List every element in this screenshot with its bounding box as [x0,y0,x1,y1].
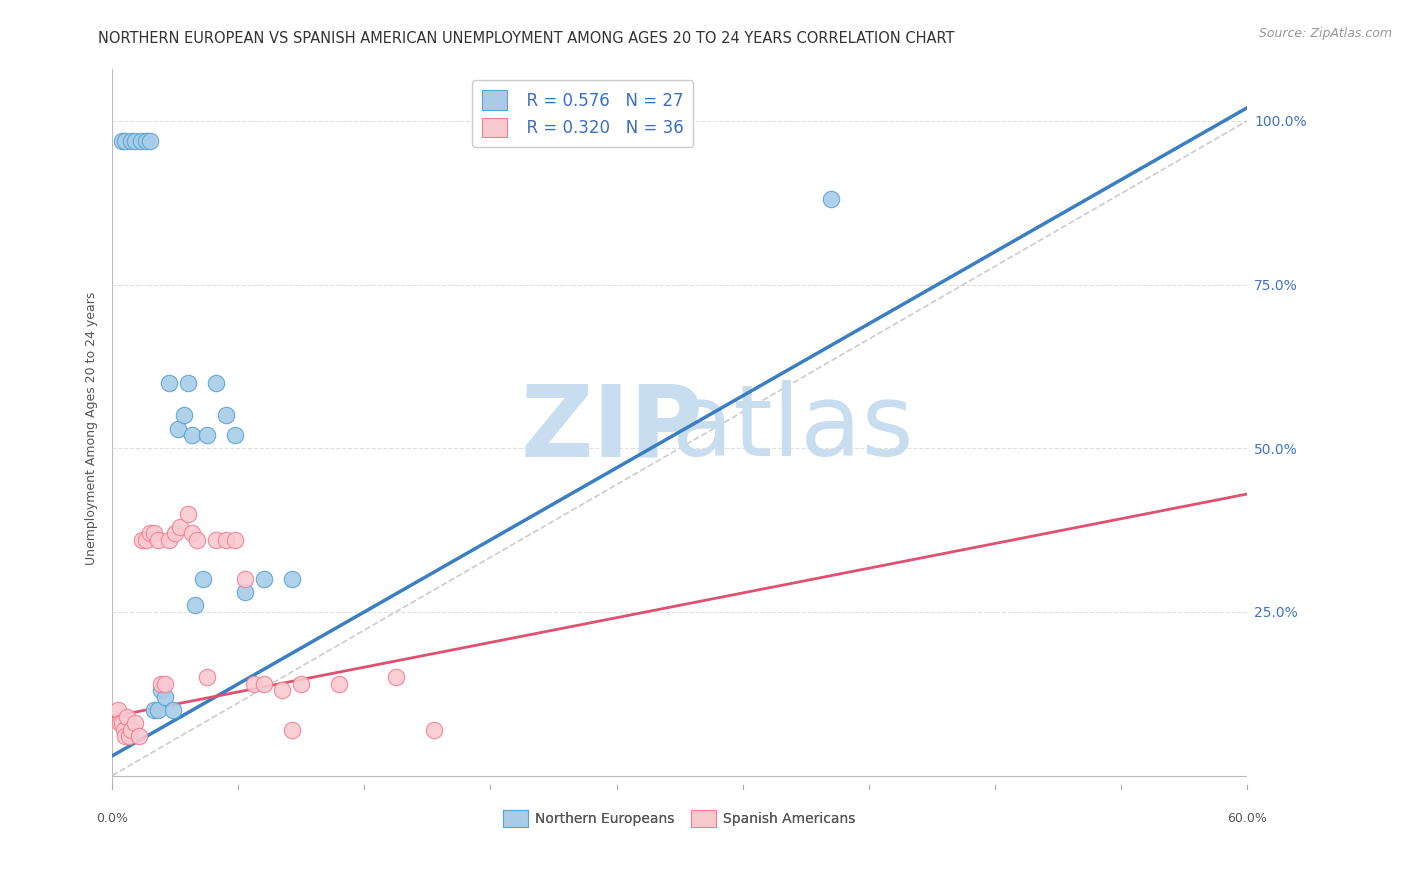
Point [180,428,202,442]
Point [328,677,350,691]
Point [112,723,135,737]
Y-axis label: Unemployment Among Ages 20 to 24 years: Unemployment Among Ages 20 to 24 years [86,292,98,566]
Point [135,533,157,547]
Point [243,677,266,691]
Text: atlas: atlas [672,380,914,477]
Point [157,376,180,390]
Point [385,670,408,684]
Point [111,134,134,148]
Point [167,421,190,435]
Point [177,376,200,390]
Point [146,533,169,547]
Point [205,376,228,390]
Point [195,428,218,442]
Point [157,533,180,547]
Text: 60.0%: 60.0% [1227,812,1267,824]
Point [233,572,256,586]
Point [142,703,165,717]
Point [233,585,256,599]
Point [150,677,173,691]
Point [120,723,142,737]
Text: 0.0%: 0.0% [96,812,128,824]
Point [820,193,842,207]
Point [163,526,186,541]
Point [129,134,152,148]
Legend: Northern Europeans, Spanish Americans: Northern Europeans, Spanish Americans [498,805,862,832]
Point [114,134,136,148]
Point [135,134,157,148]
Point [111,716,134,731]
Point [124,134,146,148]
Point [139,134,162,148]
Point [422,723,444,737]
Point [128,729,150,743]
Point [186,533,208,547]
Point [195,670,218,684]
Point [117,709,139,723]
Point [169,520,191,534]
Point [142,526,165,541]
Point [153,677,176,691]
Point [224,533,246,547]
Point [146,703,169,717]
Point [114,729,136,743]
Point [191,572,214,586]
Point [120,134,142,148]
Point [150,683,173,698]
Point [281,723,304,737]
Point [215,533,238,547]
Point [177,507,200,521]
Point [252,572,274,586]
Point [153,690,176,704]
Point [173,409,195,423]
Point [162,703,184,717]
Point [108,716,131,731]
Point [131,533,153,547]
Text: ZIP: ZIP [520,380,703,477]
Point [215,409,238,423]
Point [271,683,294,698]
Point [252,677,274,691]
Point [224,428,246,442]
Text: NORTHERN EUROPEAN VS SPANISH AMERICAN UNEMPLOYMENT AMONG AGES 20 TO 24 YEARS COR: NORTHERN EUROPEAN VS SPANISH AMERICAN UN… [98,31,955,46]
Point [290,677,312,691]
Point [184,599,207,613]
Point [118,729,141,743]
Point [281,572,304,586]
Point [139,526,162,541]
Text: Source: ZipAtlas.com: Source: ZipAtlas.com [1258,27,1392,40]
Point [107,703,129,717]
Point [180,526,202,541]
Point [124,716,146,731]
Point [205,533,228,547]
